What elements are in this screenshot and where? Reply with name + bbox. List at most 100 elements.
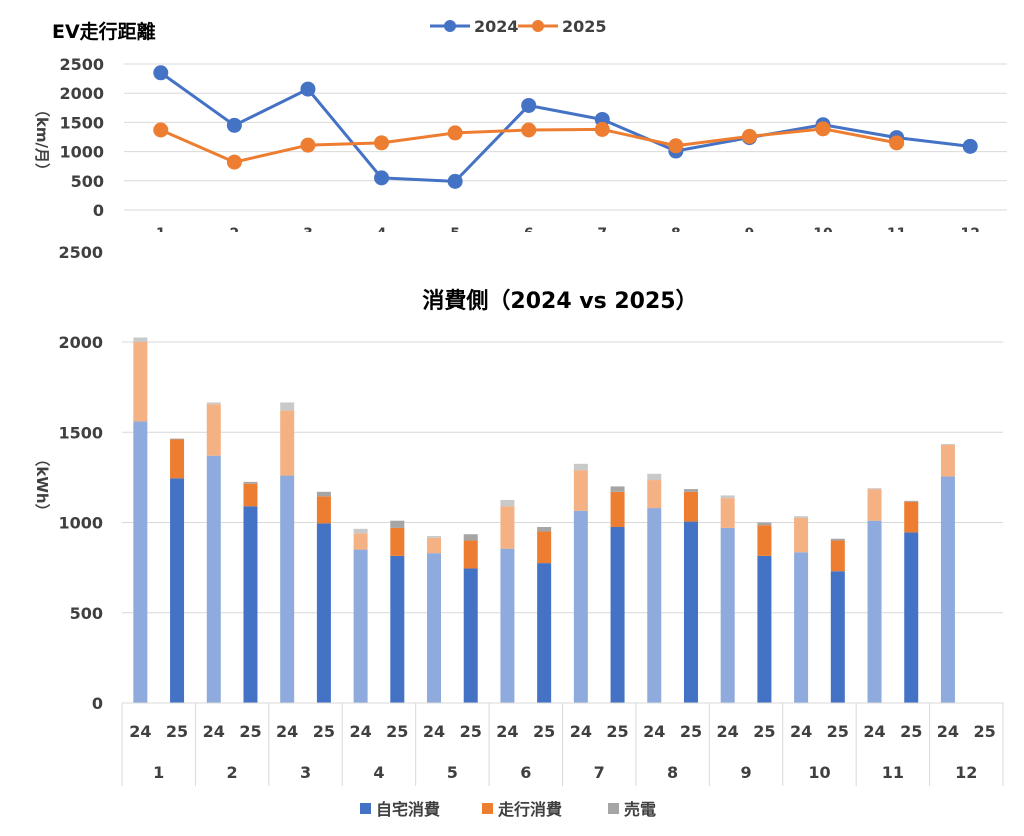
legend-swatch-自宅消費 (360, 803, 371, 814)
line-y-tick-label: 2500 (59, 55, 104, 74)
bar-chart-top-axis-label: 2500 (58, 243, 103, 262)
x-month-label: 11 (882, 763, 904, 782)
data-point-2024 (226, 117, 242, 133)
line-chart-y-ticks: 0 500 1000 1500 2000 2500 (59, 55, 104, 220)
bar-segment-売電-2024 (427, 536, 442, 538)
data-point-2025 (741, 128, 757, 144)
line-y-tick-label: 1000 (59, 143, 104, 162)
bar-segment-走行消費-2024 (280, 410, 295, 476)
bar-segment-自宅消費-2025 (904, 532, 919, 703)
bar-segment-自宅消費-2024 (867, 520, 882, 703)
x-month-label: 10 (808, 763, 830, 782)
data-point-2024 (521, 97, 537, 113)
x-year-label: 24 (643, 722, 665, 741)
bar-segment-走行消費-2024 (500, 506, 515, 549)
bar-segment-自宅消費-2025 (463, 568, 478, 703)
bar-segment-売電-2025 (904, 500, 919, 502)
data-point-2024 (374, 170, 390, 186)
x-year-label: 24 (496, 722, 518, 741)
bar-chart-bars (133, 337, 955, 703)
x-year-label: 25 (974, 722, 996, 741)
bar-segment-走行消費-2025 (170, 439, 185, 479)
bar-segment-売電-2024 (353, 528, 368, 534)
x-year-label: 24 (129, 722, 151, 741)
legend-label-売電: 売電 (624, 800, 656, 819)
bar-segment-売電-2025 (537, 527, 552, 532)
bar-segment-売電-2024 (206, 402, 221, 405)
x-month-label: 1 (153, 763, 164, 782)
bar-segment-売電-2024 (794, 516, 809, 518)
x-year-label: 24 (570, 722, 592, 741)
bar-y-tick-label: 0 (92, 694, 103, 713)
line-chart-ylabel: （km/月） (33, 102, 51, 178)
line-y-tick-label: 500 (71, 172, 104, 191)
x-year-label: 25 (827, 722, 849, 741)
bar-segment-自宅消費-2024 (500, 548, 515, 703)
line-chart-gridlines (124, 63, 1007, 211)
bar-segment-走行消費-2024 (427, 537, 442, 554)
bar-chart-y-ticks: 0 500 1000 1500 2000 (58, 333, 103, 713)
x-month-label: 2 (227, 763, 238, 782)
x-year-label: 25 (606, 722, 628, 741)
consumption-bar-chart: 消費側（2024 vs 2025） （kWh） 2500 0 500 1000 150… (33, 243, 1004, 819)
bar-segment-自宅消費-2025 (390, 555, 405, 703)
bar-segment-売電-2024 (647, 473, 662, 481)
bar-segment-走行消費-2024 (647, 480, 662, 509)
bar-chart-x-axis: 24 25 1 24 25 2 24 25 3 24 25 4 24 25 5 24 25 6 24 25 7 24 25 8… (121, 702, 1004, 786)
x-month-label: 7 (594, 763, 605, 782)
bar-segment-自宅消費-2024 (794, 552, 809, 703)
x-month-label: 3 (300, 763, 311, 782)
data-point-2025 (226, 154, 242, 170)
line-y-tick-label: 2000 (59, 84, 104, 103)
bar-segment-売電-2025 (170, 438, 185, 440)
x-month-label: 6 (520, 763, 531, 782)
line-chart-legend: 2024 2025 (430, 17, 607, 36)
x-year-label: 25 (753, 722, 775, 741)
bar-chart-title: 消費側（2024 vs 2025） (422, 289, 697, 314)
x-year-label: 24 (790, 722, 812, 741)
bar-segment-走行消費-2024 (794, 517, 809, 553)
line-chart-x-ticks: 123456789101112 (100, 226, 1020, 246)
bar-segment-自宅消費-2024 (940, 476, 955, 703)
bar-segment-走行消費-2025 (757, 525, 772, 556)
bar-segment-走行消費-2025 (463, 540, 478, 569)
data-point-2025 (668, 138, 684, 154)
data-point-2024 (300, 81, 316, 97)
line-y-tick-label: 0 (93, 201, 104, 220)
legend-swatch-走行消費 (482, 803, 493, 814)
bar-segment-自宅消費-2025 (316, 523, 331, 703)
x-month-label: 8 (667, 763, 678, 782)
bar-segment-売電-2025 (610, 486, 625, 492)
bar-segment-売電-2024 (133, 337, 148, 342)
bar-segment-自宅消費-2025 (170, 478, 185, 703)
bar-segment-走行消費-2025 (610, 491, 625, 528)
data-point-2024 (447, 173, 463, 189)
bar-segment-走行消費-2024 (573, 470, 588, 511)
bar-segment-自宅消費-2024 (647, 508, 662, 703)
bar-y-tick-label: 500 (70, 604, 103, 623)
bar-y-tick-label: 1500 (58, 423, 103, 442)
data-point-2025 (447, 125, 463, 141)
x-month-label: 5 (447, 763, 458, 782)
bar-y-tick-label: 1000 (58, 514, 103, 533)
data-point-2024 (962, 138, 978, 154)
bar-segment-自宅消費-2025 (610, 527, 625, 703)
line-chart-series (153, 65, 978, 189)
x-year-label: 25 (166, 722, 188, 741)
bar-segment-売電-2025 (316, 491, 331, 497)
data-point-2025 (374, 135, 390, 151)
bar-segment-自宅消費-2024 (427, 553, 442, 703)
bar-segment-売電-2025 (757, 522, 772, 526)
bar-segment-走行消費-2025 (316, 496, 331, 524)
bar-segment-走行消費-2024 (133, 342, 148, 422)
bar-segment-走行消費-2025 (830, 540, 845, 572)
x-month-label: 4 (373, 763, 384, 782)
bar-chart-ylabel: （kWh） (33, 451, 51, 518)
bar-segment-売電-2024 (573, 463, 588, 471)
bar-segment-自宅消費-2024 (720, 527, 735, 703)
bar-segment-自宅消費-2024 (353, 549, 368, 703)
bar-segment-走行消費-2024 (940, 444, 955, 477)
legend-label-自宅消費: 自宅消費 (376, 800, 440, 819)
x-month-label: 12 (955, 763, 977, 782)
